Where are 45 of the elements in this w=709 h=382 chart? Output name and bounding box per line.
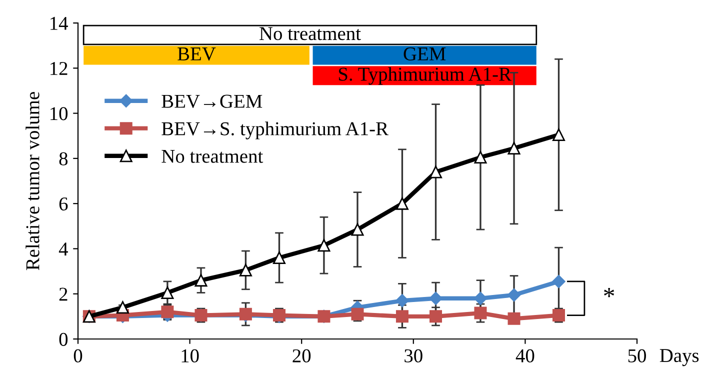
point [239,264,252,276]
x-tick-label: 10 [182,349,199,362]
point [194,274,208,287]
point [508,142,520,155]
x-tick-label: 0 [74,349,82,362]
point [474,292,488,305]
y-tick-label: 4 [58,242,68,256]
band-label: BEV [178,48,216,61]
y-tick-label: 12 [50,62,68,75]
point [474,151,487,164]
annotation: * [604,288,614,298]
y-tick-label: 10 [50,107,68,120]
point [161,286,174,299]
point [396,197,408,210]
band-label: S. Typhimurium A1-R [338,67,512,85]
y-tick-label: 0 [59,332,68,346]
y-axis-title: Relative tumor volume [26,92,40,270]
point [508,312,520,325]
legend-label: No treatment [162,150,264,163]
y-tick-label: 8 [59,152,68,166]
y-tick-label: 14 [50,16,68,30]
y-tick-label: 6 [59,197,68,211]
band-label: GEM [404,47,446,60]
point [318,239,330,252]
point [272,251,286,264]
point [396,294,409,308]
y-tick-label: 2 [59,288,68,301]
point [351,223,364,236]
point [474,306,487,320]
point [396,310,408,323]
point [116,301,129,314]
x-tick-label: 50 [628,349,646,362]
legend-label: BEV→S. typhimurium A1-R [162,122,389,140]
x-tick-label: 40 [516,349,534,362]
legend-label: BEV→GEM [162,94,262,108]
band-label: No treatment [260,27,361,40]
x-axis-title: Days [660,349,699,366]
point [552,128,565,141]
x-tick-label: 20 [292,349,311,362]
point [507,288,521,302]
point [552,274,566,288]
point [429,292,442,305]
point [430,310,442,323]
x-tick-label: 30 [404,349,422,362]
point [430,166,442,178]
